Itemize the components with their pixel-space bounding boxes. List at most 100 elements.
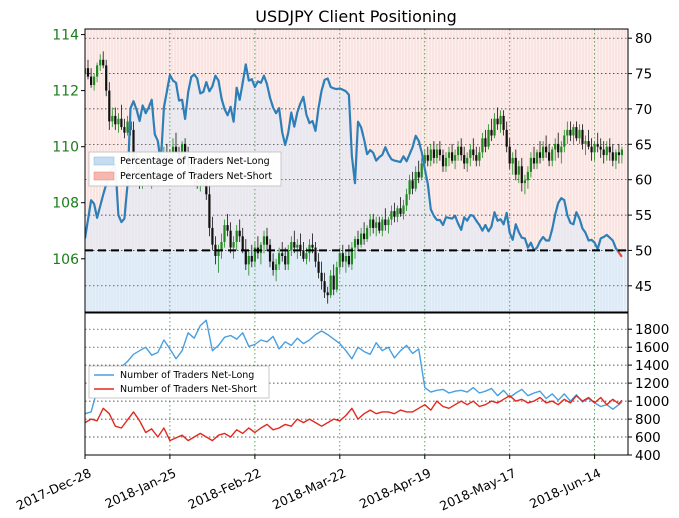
candle-160 xyxy=(569,121,572,142)
candle-45 xyxy=(220,233,223,259)
date-tick-3: 2018-Mar-22 xyxy=(270,465,348,512)
candle-87 xyxy=(347,244,350,268)
candle-58 xyxy=(259,242,262,265)
candle-78 xyxy=(320,261,323,290)
candle-168 xyxy=(593,141,596,161)
legend-swatch-net-long xyxy=(93,156,115,166)
candle-159 xyxy=(566,121,569,144)
percent-tick-80: 80 xyxy=(635,31,652,47)
candle-61 xyxy=(268,239,272,268)
candle-158 xyxy=(563,129,566,153)
candle-11 xyxy=(117,113,120,133)
candle-55 xyxy=(250,244,253,268)
candle-70 xyxy=(296,239,299,259)
candle-86 xyxy=(344,250,347,273)
candle-155 xyxy=(554,138,557,161)
candle-162 xyxy=(575,121,578,142)
price-tick-108: 108 xyxy=(52,196,79,212)
candle-123 xyxy=(457,141,460,161)
candle-122 xyxy=(454,149,457,170)
price-tick-110: 110 xyxy=(52,140,79,156)
candle-127 xyxy=(469,143,472,167)
price-tick-112: 112 xyxy=(52,84,79,100)
count-tick-1600: 1600 xyxy=(635,340,669,356)
candle-98 xyxy=(381,216,384,237)
candlesticks xyxy=(85,51,623,304)
candle-2 xyxy=(90,68,93,88)
candle-114 xyxy=(429,143,432,167)
candle-108 xyxy=(411,171,414,195)
candle-118 xyxy=(441,149,445,172)
candle-124 xyxy=(460,138,463,161)
candle-156 xyxy=(557,132,560,158)
candle-83 xyxy=(335,261,338,293)
candle-153 xyxy=(548,143,551,167)
count-tick-400: 400 xyxy=(635,448,661,464)
candle-54 xyxy=(247,250,250,276)
legend-label-net-long: Percentage of Traders Net-Long xyxy=(120,156,270,167)
candle-48 xyxy=(229,222,232,254)
candle-133 xyxy=(487,124,490,150)
candle-157 xyxy=(560,141,563,164)
date-tick-2: 2018-Feb-22 xyxy=(186,465,264,512)
net-long-line-segment-0 xyxy=(85,63,619,252)
candle-3 xyxy=(93,73,96,91)
net-short-line-segment-1 xyxy=(616,249,623,258)
candle-53 xyxy=(244,239,247,270)
candle-59 xyxy=(262,230,266,254)
percent-tick-65: 65 xyxy=(635,137,652,153)
candle-107 xyxy=(408,174,411,200)
date-tick-1: 2018-Jan-25 xyxy=(103,465,179,511)
upper-legend: Percentage of Traders Net-Long Percentag… xyxy=(88,151,282,187)
lower-plot-frame xyxy=(84,312,629,456)
lower-panel: 400 600 800 1000 1200 1400 1600 1800 Number of … xyxy=(84,312,669,464)
candle-68 xyxy=(290,236,293,256)
candle-62 xyxy=(272,253,275,276)
candle-52 xyxy=(241,227,244,254)
candle-131 xyxy=(481,132,484,158)
candle-85 xyxy=(341,244,344,268)
candle-10 xyxy=(114,107,117,130)
candle-95 xyxy=(372,213,375,234)
candle-119 xyxy=(444,152,448,172)
candle-91 xyxy=(360,227,363,248)
candle-89 xyxy=(353,236,357,259)
candle-150 xyxy=(538,141,542,164)
date-tick-5: 2018-May-17 xyxy=(437,465,518,513)
candle-84 xyxy=(338,247,341,273)
percent-tick-75: 75 xyxy=(635,67,652,83)
candle-5 xyxy=(99,54,102,71)
candle-72 xyxy=(302,242,305,262)
candle-79 xyxy=(323,272,326,298)
candle-97 xyxy=(378,216,381,234)
candle-138 xyxy=(502,110,505,136)
candle-117 xyxy=(438,141,441,161)
candle-173 xyxy=(608,138,611,161)
candle-49 xyxy=(232,236,235,259)
candle-90 xyxy=(356,230,360,251)
candle-8 xyxy=(108,82,111,130)
candle-137 xyxy=(499,110,502,133)
candle-76 xyxy=(314,242,317,268)
candle-148 xyxy=(532,146,536,170)
candle-88 xyxy=(350,242,353,270)
candle-130 xyxy=(478,146,481,167)
percent-tick-55: 55 xyxy=(635,208,652,224)
date-tick-4: 2018-Apr-19 xyxy=(357,465,433,511)
count-tick-1400: 1400 xyxy=(635,358,669,374)
upper-plot-frame xyxy=(84,28,629,313)
candle-109 xyxy=(414,166,417,192)
count-net-long-line xyxy=(85,319,623,415)
percent-tick-60: 60 xyxy=(635,173,652,189)
candle-143 xyxy=(517,160,520,184)
candle-46 xyxy=(223,219,226,248)
candle-175 xyxy=(614,149,617,170)
x-axis-dates: 2017-Dec-28 2018-Jan-25 2018-Feb-22 2018-Ma… xyxy=(14,455,603,514)
candle-154 xyxy=(551,146,554,167)
candle-64 xyxy=(278,247,281,270)
candle-100 xyxy=(387,216,390,234)
candle-113 xyxy=(426,146,429,167)
candle-126 xyxy=(466,152,469,172)
date-tick-0: 2017-Dec-28 xyxy=(14,465,94,513)
count-tick-600: 600 xyxy=(635,430,661,446)
